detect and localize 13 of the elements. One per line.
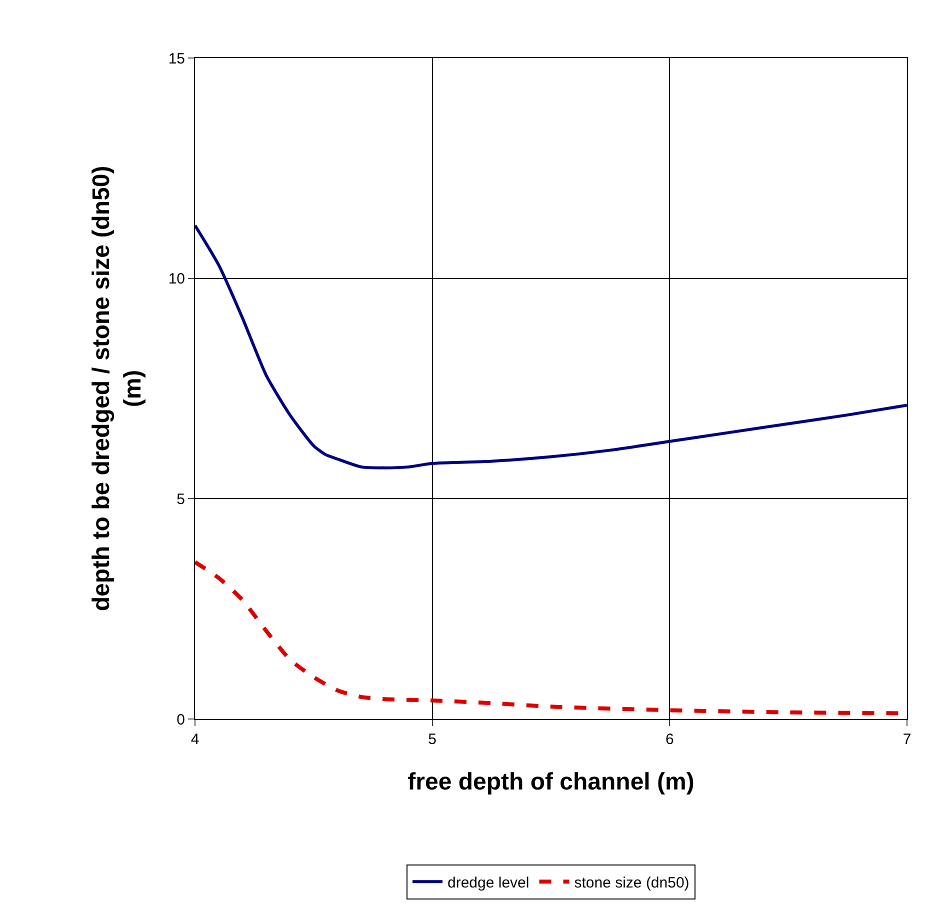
y-tick-label: 10 bbox=[168, 270, 185, 288]
x-tick-label: 5 bbox=[428, 731, 436, 748]
x-tick-label: 7 bbox=[902, 731, 912, 748]
line-series bbox=[195, 224, 907, 470]
x-tick-label: 6 bbox=[666, 731, 674, 748]
x-tick-label: 4 bbox=[190, 731, 200, 748]
legend-label: dredge level bbox=[448, 874, 530, 892]
y-tick-label: 0 bbox=[176, 711, 185, 728]
y-axis-title: depth to be dredged / stone size (dn50) (m) bbox=[88, 166, 146, 612]
y-tick-label: 5 bbox=[176, 490, 185, 508]
x-axis-title: free depth of channel (m) bbox=[408, 768, 694, 796]
legend-label: stone size (dn50) bbox=[574, 874, 690, 892]
y-tick-label: 15 bbox=[168, 50, 185, 68]
